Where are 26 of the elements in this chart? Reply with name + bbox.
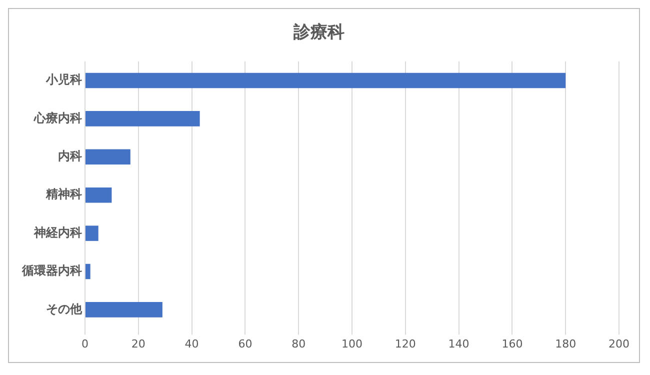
bar <box>86 111 200 126</box>
y-tick-label: その他 <box>46 302 83 316</box>
x-tick-label: 200 <box>608 337 630 350</box>
bar <box>86 149 130 165</box>
x-tick-label: 120 <box>394 337 416 350</box>
y-tick-label: 小児科 <box>45 72 82 87</box>
x-tick-label: 160 <box>502 337 523 350</box>
x-tick-label: 80 <box>292 337 306 350</box>
y-tick-label: 神経内科 <box>33 225 82 240</box>
x-tick-label: 40 <box>184 337 199 350</box>
x-tick-label: 60 <box>238 337 252 350</box>
bar <box>86 264 90 280</box>
x-tick-label: 140 <box>448 337 470 350</box>
bar <box>86 72 566 88</box>
y-tick-label: 内科 <box>58 149 82 164</box>
bar <box>86 302 162 318</box>
bar <box>86 226 98 241</box>
y-tick-label: 循環器内科 <box>21 264 82 278</box>
x-tick-label: 0 <box>82 337 88 350</box>
y-tick-label: 心療内科 <box>33 110 82 125</box>
y-tick-label: 精神科 <box>45 187 82 202</box>
bar <box>86 187 112 203</box>
chart-title: 診療科 <box>292 22 344 43</box>
x-tick-label: 100 <box>342 337 362 350</box>
x-tick-label: 180 <box>555 337 576 350</box>
x-tick-label: 20 <box>131 337 146 350</box>
